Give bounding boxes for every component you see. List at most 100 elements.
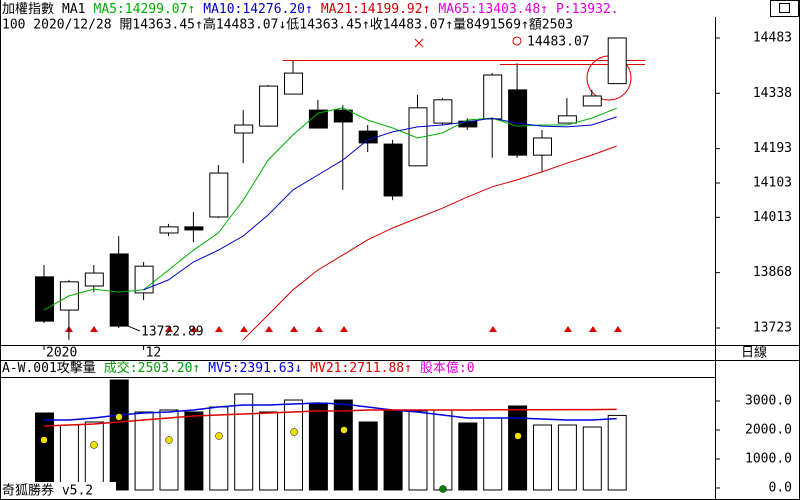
- candle-body: [383, 143, 403, 197]
- candle-body: [508, 89, 528, 156]
- period-label: 日線: [741, 345, 767, 361]
- candle-body: [234, 124, 254, 134]
- candle-body: [557, 115, 577, 124]
- legend-entry: P:13932.: [556, 2, 619, 17]
- ma-line: [43, 107, 617, 311]
- indicator-dot: [215, 432, 223, 440]
- indicator-dots: [40, 413, 522, 493]
- y-tick-label: 14013: [753, 210, 792, 225]
- volume-bar: [35, 412, 54, 491]
- indicator-dot: [290, 428, 298, 436]
- annotation-pointer: [127, 325, 141, 332]
- signal-marker: [614, 326, 622, 332]
- y-tick-label: 2000.0: [745, 422, 792, 437]
- legend-entry: MV5:2391.63↓: [208, 361, 302, 376]
- legend-entry: MA21:14199.92↑: [321, 2, 431, 17]
- volume-bar: [109, 379, 129, 491]
- volume-bar: [84, 421, 104, 491]
- legend-entry: MA65:13403.48↑: [438, 2, 548, 17]
- indicator-dot: [90, 441, 98, 449]
- legend-entry: MA5:14299.07↑: [94, 2, 196, 17]
- candle-body: [209, 172, 229, 218]
- indicator-dot: [40, 436, 48, 444]
- quote-info: 100 2020/12/28 開14363.45↑高14483.07↓低1436…: [2, 17, 573, 33]
- candle-body: [408, 107, 428, 167]
- candle-body: [284, 72, 303, 95]
- signal-marker: [340, 326, 348, 332]
- volume-bar: [557, 424, 577, 491]
- panel-title: 加權指數: [2, 2, 54, 17]
- legend-entry: MV21:2711.88↑: [310, 361, 412, 376]
- candle-body: [184, 226, 204, 231]
- ma-line: [242, 145, 617, 341]
- volume-bar: [358, 421, 378, 491]
- button-icon[interactable]: [779, 3, 790, 13]
- signal-marker: [290, 326, 298, 332]
- candle-body: [607, 37, 627, 85]
- candle-body: [84, 272, 104, 287]
- volume-bar: [483, 417, 503, 491]
- y-tick-label: 14103: [753, 175, 792, 190]
- volume-bar: [284, 399, 303, 491]
- indicator-dot: [514, 432, 522, 440]
- y-tick-label: 13868: [753, 265, 792, 280]
- volume-bar: [433, 409, 453, 491]
- candle-body: [259, 85, 279, 127]
- candle-body: [533, 137, 552, 156]
- ma-line: [143, 116, 617, 291]
- volume-bar: [508, 405, 528, 491]
- signal-markers: [65, 326, 622, 332]
- signal-marker: [215, 326, 223, 332]
- signal-marker: [265, 326, 273, 332]
- y-tick-label: 0.0: [769, 480, 792, 495]
- candle-body: [159, 226, 179, 234]
- candle-body: [433, 99, 453, 124]
- signal-marker: [90, 326, 98, 332]
- candle-body: [308, 109, 328, 129]
- annotation-label: 14483.07: [527, 34, 590, 49]
- indicator-dot: [165, 436, 173, 444]
- volume-bar: [209, 406, 229, 491]
- volume-bar: [607, 414, 627, 491]
- signal-marker: [240, 326, 248, 332]
- volume-ma-line: [44, 402, 617, 421]
- annotation-label: 13722.89: [141, 325, 204, 340]
- volume-bar: [234, 393, 254, 491]
- y-tick-label: 14483: [753, 30, 792, 45]
- footer-bg: [1, 482, 116, 499]
- candle-body: [35, 276, 54, 322]
- signal-marker: [564, 326, 572, 332]
- volume-layer: [35, 379, 627, 491]
- legend-entry: 股本億:0: [420, 360, 475, 376]
- x-tick-label: 12: [146, 346, 162, 361]
- volume-bar: [408, 410, 428, 491]
- indicator-dot: [340, 426, 348, 434]
- indicator-dot: [115, 413, 123, 421]
- signal-marker: [190, 326, 198, 332]
- window-button[interactable]: [770, 0, 799, 17]
- signal-marker: [589, 326, 597, 332]
- button-frame[interactable]: [770, 0, 799, 17]
- volume-bar: [383, 409, 403, 491]
- candle-body: [483, 74, 503, 120]
- legend: A-W.001攻擊量 成交:2503.20↑ MV5:2391.63↓ MV21:27…: [2, 360, 475, 376]
- signal-marker: [315, 326, 323, 332]
- volume-bar: [59, 424, 79, 491]
- x-tick-label: 2020: [46, 346, 77, 361]
- volume-bar: [582, 426, 602, 491]
- indicator-label: MA1: [62, 2, 85, 17]
- volume-bar: [533, 424, 552, 491]
- indicator-dot: [439, 485, 447, 493]
- y-tick-label: 13723: [753, 320, 792, 335]
- candle-body: [358, 130, 378, 144]
- y-tick-label: 3000.0: [745, 394, 792, 409]
- volume-bar: [308, 402, 328, 491]
- panel-title: A-W.001攻擊量: [2, 360, 96, 376]
- signal-marker: [489, 326, 497, 332]
- y-tick-label: 14193: [753, 141, 792, 156]
- candle-body: [333, 109, 353, 123]
- cross-marker: [414, 38, 424, 48]
- annotation-marker: [512, 36, 522, 46]
- volume-bar: [184, 411, 204, 491]
- candle-body: [582, 95, 602, 107]
